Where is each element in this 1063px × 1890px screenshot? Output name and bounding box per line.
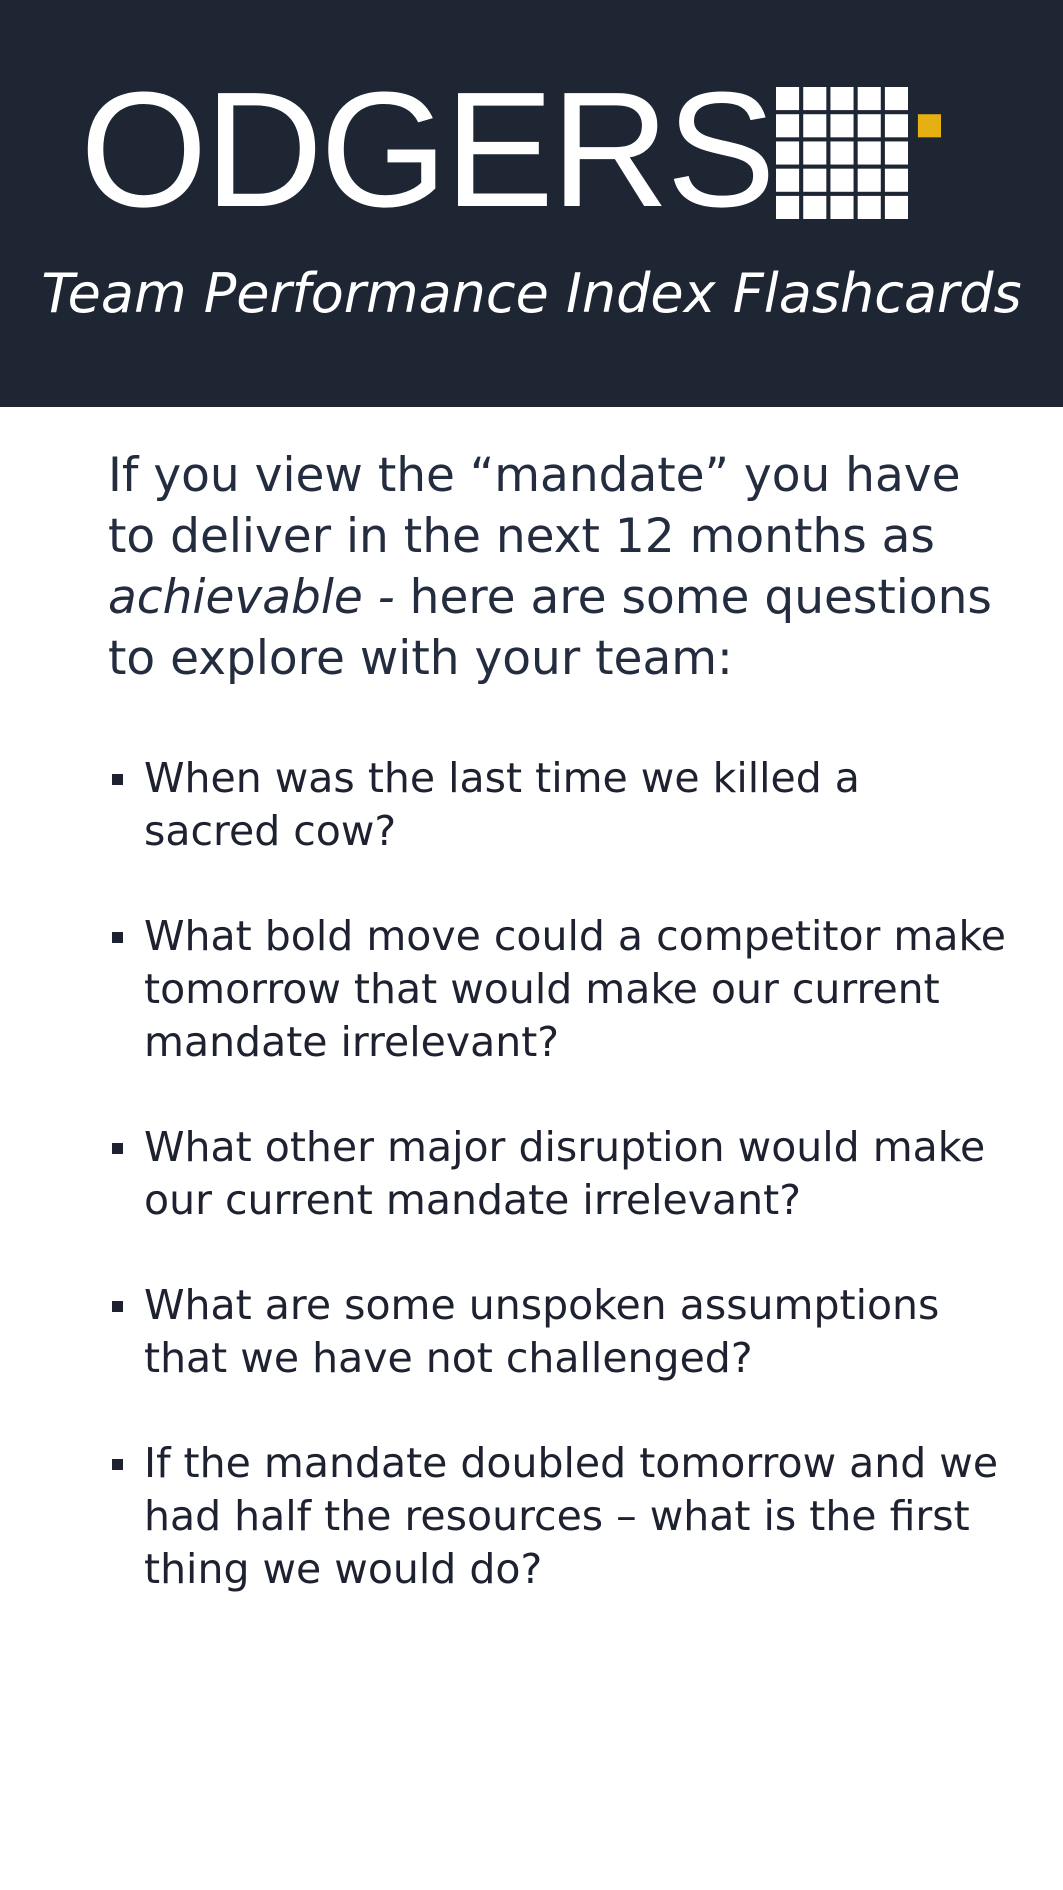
logo-grid-cell (803, 195, 827, 219)
question-item: What are some unspoken assumptions that … (108, 1279, 1008, 1385)
question-item: If the mandate doubled tomorrow and we h… (108, 1437, 1008, 1596)
bullet-icon (112, 774, 123, 785)
logo-grid-cell (776, 87, 800, 111)
brand-name: ODGERS (80, 58, 776, 241)
bullet-icon (112, 1301, 123, 1312)
bullet-icon (112, 1459, 123, 1470)
page-subtitle: Team Performance Index Flashcards (41, 262, 1022, 325)
logo-grid-cell (884, 141, 908, 165)
intro-emphasis: achievable - (108, 570, 395, 625)
intro-part-2: here are some questions to explore with … (108, 570, 992, 686)
logo-grid-cell (857, 114, 881, 138)
question-text: What other major disruption would make o… (144, 1123, 986, 1224)
logo-grid-cell (830, 168, 854, 192)
logo-grid-icon (776, 87, 941, 219)
logo-grid-cell (830, 114, 854, 138)
logo-grid-cell (830, 141, 854, 165)
logo-grid-cell (857, 87, 881, 111)
logo-grid-cell (884, 114, 908, 138)
logo-grid-cell (776, 195, 800, 219)
logo-grid-cell (803, 114, 827, 138)
question-text: What bold move could a competitor make t… (144, 912, 1006, 1066)
question-list: When was the last time we killed a sacre… (108, 752, 1008, 1648)
logo-grid-cell (884, 168, 908, 192)
logo-grid-cell (830, 87, 854, 111)
logo-grid-cell (776, 168, 800, 192)
bullet-icon (112, 932, 123, 943)
logo-grid-cell (803, 87, 827, 111)
logo-grid-cell (884, 87, 908, 111)
logo-grid-cell (776, 114, 800, 138)
question-item: What other major disruption would make o… (108, 1121, 1008, 1227)
intro-part-1: If you view the “mandate” you have to de… (108, 448, 961, 564)
logo-grid-cell (803, 168, 827, 192)
question-text: If the mandate doubled tomorrow and we h… (144, 1439, 999, 1593)
question-item: When was the last time we killed a sacre… (108, 752, 1008, 858)
intro-text: If you view the “mandate” you have to de… (108, 445, 1008, 689)
question-item: What bold move could a competitor make t… (108, 910, 1008, 1069)
logo-grid-cell (857, 168, 881, 192)
question-text: What are some unspoken assumptions that … (144, 1281, 940, 1382)
logo-grid-cell (857, 195, 881, 219)
logo-grid-cell (884, 195, 908, 219)
logo-grid-cell (857, 141, 881, 165)
logo-grid-cell (803, 141, 827, 165)
logo-grid-cell (776, 141, 800, 165)
logo-grid-cell (830, 195, 854, 219)
bullet-icon (112, 1143, 123, 1154)
question-text: When was the last time we killed a sacre… (144, 754, 860, 855)
header-banner: ODGERS Team Performance Index Flashcards (0, 0, 1063, 407)
